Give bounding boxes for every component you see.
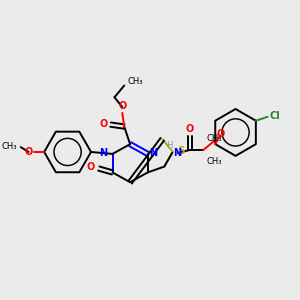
Text: O: O <box>185 124 194 134</box>
Text: N: N <box>100 148 108 158</box>
Text: O: O <box>87 162 95 172</box>
Text: S: S <box>177 146 184 156</box>
Text: CH₃: CH₃ <box>206 134 222 143</box>
Text: O: O <box>118 101 126 111</box>
Text: O: O <box>24 147 32 157</box>
Text: CH₃: CH₃ <box>206 157 222 166</box>
Text: CH₃: CH₃ <box>1 142 17 151</box>
Text: N: N <box>150 148 158 158</box>
Text: CH₃: CH₃ <box>127 77 143 86</box>
Text: O: O <box>216 129 224 139</box>
Text: O: O <box>99 118 108 129</box>
Text: Cl: Cl <box>269 111 280 121</box>
Text: H: H <box>166 141 172 150</box>
Text: N: N <box>173 148 181 158</box>
